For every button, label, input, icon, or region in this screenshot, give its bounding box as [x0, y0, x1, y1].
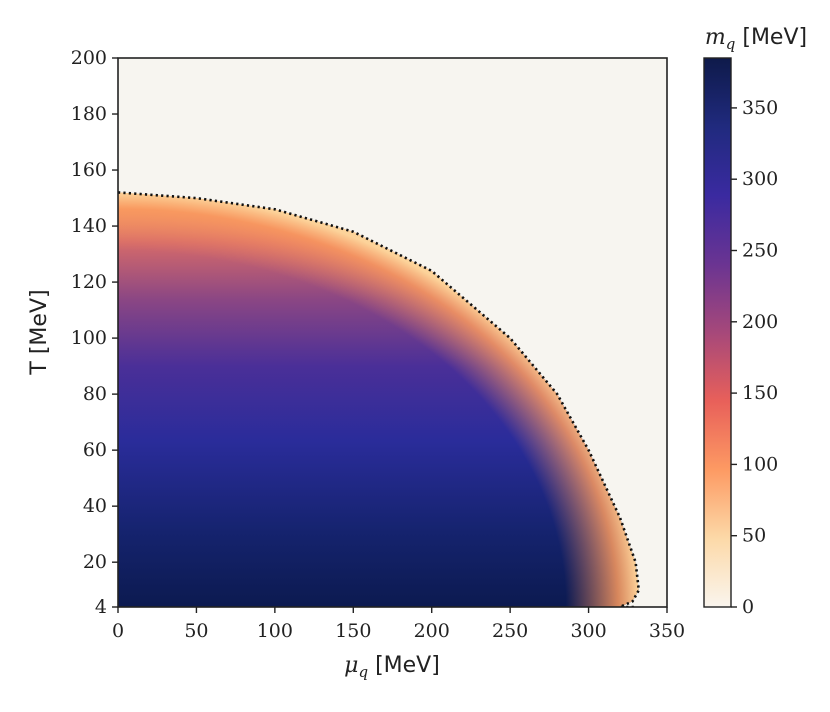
colorbar-ticks: 0 50 100 150 200 250 300 350: [731, 97, 778, 618]
x-tick-label: 100: [257, 620, 293, 642]
colorbar: [703, 57, 732, 608]
colorbar-tick-label: 250: [742, 240, 778, 262]
y-tick-label: 100: [71, 327, 107, 349]
colorbar-tick-label: 150: [742, 382, 778, 404]
y-tick-label: 140: [71, 215, 107, 237]
y-axis-ticks: 4 20 40 60 80 100 120 140 160 180 200: [71, 47, 118, 618]
x-tick-label: 200: [414, 620, 450, 642]
x-tick-label: 300: [570, 620, 606, 642]
y-tick-label: 200: [71, 47, 107, 69]
ordered-phase-edge-fade: [118, 192, 639, 607]
y-tick-label: 4: [95, 596, 107, 618]
colorbar-tick-label: 0: [742, 596, 754, 618]
y-tick-label: 20: [83, 551, 107, 573]
y-tick-label: 180: [71, 103, 107, 125]
y-tick-label: 40: [83, 495, 107, 517]
x-axis-ticks: 0 50 100 150 200 250 300 350: [112, 607, 685, 642]
colorbar-tick-label: 300: [742, 168, 778, 190]
x-tick-label: 0: [112, 620, 124, 642]
y-axis-title: T [MeV]: [27, 289, 52, 375]
plot-frame: [117, 57, 668, 608]
x-axis-title: μq [MeV]: [344, 653, 440, 681]
colorbar-tick-label: 50: [742, 525, 766, 547]
x-tick-label: 250: [492, 620, 528, 642]
colorbar-tick-label: 100: [742, 453, 778, 475]
colorbar-tick-label: 200: [742, 311, 778, 333]
phase-boundary-line: [118, 191, 641, 607]
y-tick-label: 60: [83, 439, 107, 461]
colorbar-tick-label: 350: [742, 97, 778, 119]
colorbar-title: mq [MeV]: [705, 25, 807, 53]
x-tick-label: 50: [184, 620, 208, 642]
y-tick-label: 80: [83, 383, 107, 405]
y-tick-label: 120: [71, 271, 107, 293]
x-tick-label: 350: [649, 620, 685, 642]
x-tick-label: 150: [335, 620, 371, 642]
y-tick-label: 160: [71, 159, 107, 181]
